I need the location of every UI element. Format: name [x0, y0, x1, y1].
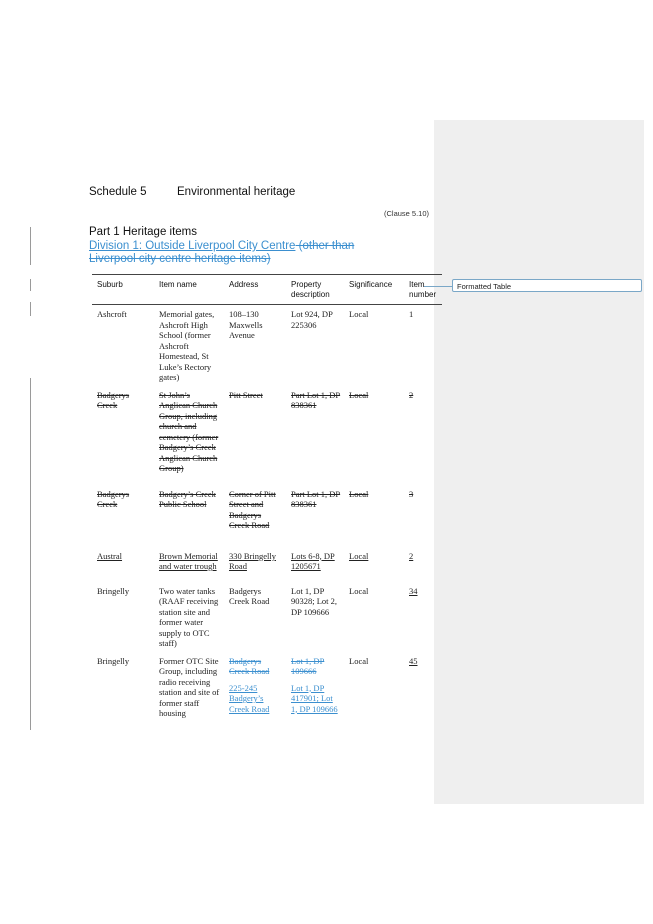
- division-title: Division 1: Outside Liverpool City Centr…: [89, 240, 389, 266]
- cell-suburb: Badgerys Creek: [97, 488, 130, 510]
- cell-property: Lot 1, DP 109666 Lot 1, DP 417901; Lot 1…: [286, 652, 344, 732]
- change-bar: [30, 227, 31, 265]
- cell-significance: Local: [349, 550, 369, 561]
- header-item-name: Item name: [154, 274, 224, 305]
- cell-item-number: 3: [409, 488, 414, 499]
- header-address: Address: [224, 274, 286, 305]
- table-row: Bringelly Two water tanks (RAAF receivin…: [92, 582, 442, 652]
- cell-item-name: Former OTC Site Group, including radio r…: [159, 655, 220, 719]
- table-row: Austral Brown Memorial and water trough …: [92, 547, 442, 582]
- cell-address: 330 Bringelly Road: [229, 550, 276, 572]
- cell-address: Corner of Pitt Street and Badgerys Creek…: [229, 488, 276, 531]
- cell-suburb: Badgerys Creek: [97, 389, 130, 411]
- cell-significance: Local: [349, 309, 369, 319]
- cell-significance: Local: [349, 655, 369, 666]
- cell-item-name: St John’s Anglican Church Group, includi…: [159, 389, 219, 474]
- cell-item-number: 45: [409, 655, 418, 666]
- cell-address: 108–130 Maxwells Avenue: [229, 309, 263, 340]
- cell-address: Badgerys Creek Road: [229, 585, 270, 607]
- cell-suburb: Ashcroft: [97, 309, 127, 319]
- cell-address: Pitt Street: [229, 389, 263, 400]
- cell-suburb: Bringelly: [97, 655, 130, 666]
- change-bar: [30, 302, 31, 316]
- change-bar: [30, 378, 31, 730]
- address-deleted: Badgerys Creek Road: [229, 655, 270, 677]
- header-significance: Significance: [344, 274, 404, 305]
- cell-item-name: Memorial gates, Ashcroft High School (fo…: [159, 309, 215, 382]
- cell-property: Lot 1, DP 90328; Lot 2, DP 109666: [291, 585, 338, 617]
- address-inserted: 225-245 Badgery’s Creek Road: [229, 682, 270, 714]
- cell-suburb: Bringelly: [97, 585, 130, 596]
- property-inserted: Lot 1, DP 417901; Lot 1, DP 109666: [291, 682, 338, 714]
- change-bar: [30, 279, 31, 291]
- header-property-description: Property description: [286, 274, 344, 305]
- cell-suburb: Austral: [97, 550, 123, 561]
- property-deleted: Lot 1, DP 109666: [291, 655, 325, 677]
- heritage-table: Suburb Item name Address Property descri…: [92, 274, 442, 732]
- cell-property: Lots 6-8, DP 1205671: [291, 550, 335, 572]
- table-row: Badgerys Creek Badgery’s Creek Public Sc…: [92, 485, 442, 547]
- table-row: Badgerys Creek St John’s Anglican Church…: [92, 386, 442, 485]
- comment-bubble[interactable]: Formatted Table: [452, 279, 642, 292]
- table-header-row: Suburb Item name Address Property descri…: [92, 274, 442, 305]
- clause-reference: (Clause 5.10): [384, 209, 430, 218]
- table-row: Bringelly Former OTC Site Group, includi…: [92, 652, 442, 732]
- cell-significance: Local: [349, 389, 369, 400]
- cell-item-number: 2: [409, 389, 414, 400]
- cell-item-number: 34: [409, 585, 418, 596]
- cell-item-name: Badgery’s Creek Public School: [159, 488, 216, 510]
- cell-property: Part Lot 1, DP 838361: [291, 488, 341, 510]
- cell-property: Lot 924, DP 225306: [291, 309, 333, 330]
- cell-item-number: 2: [409, 550, 414, 561]
- table-row: Ashcroft Memorial gates, Ashcroft High S…: [92, 305, 442, 386]
- division-inserted-text: Division 1: Outside Liverpool City Centr…: [89, 240, 296, 252]
- schedule-heading: Schedule 5 Environmental heritage: [89, 186, 295, 198]
- division-deleted-text: (other than Liverpool city centre herita…: [89, 240, 355, 265]
- cell-item-number: 1: [409, 309, 414, 319]
- schedule-number: Schedule 5: [89, 186, 147, 198]
- cell-item-name: Brown Memorial and water trough: [159, 550, 218, 572]
- schedule-title: Environmental heritage: [177, 186, 296, 198]
- cell-address: Badgerys Creek Road 225-245 Badgery’s Cr…: [224, 652, 286, 732]
- comment-pane: [434, 120, 644, 804]
- cell-significance: Local: [349, 585, 369, 596]
- cell-significance: Local: [349, 488, 369, 499]
- cell-property: Part Lot 1, DP 838361: [291, 389, 341, 411]
- cell-item-name: Two water tanks (RAAF receiving station …: [159, 585, 219, 649]
- header-item-number: Item number: [404, 274, 442, 305]
- part-title: Part 1 Heritage items: [89, 226, 198, 238]
- header-suburb: Suburb: [92, 274, 154, 305]
